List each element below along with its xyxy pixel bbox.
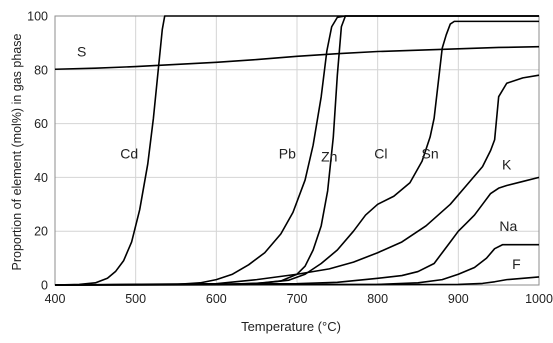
y-tick-label: 60 (34, 117, 48, 131)
series-label-na: Na (499, 218, 517, 234)
series-lines (54, 15, 540, 286)
series-label-zn: Zn (321, 148, 337, 164)
x-tick-label: 900 (448, 292, 469, 306)
x-tick-label: 1000 (525, 292, 553, 306)
series-line-cl (54, 20, 539, 286)
series-label-cd: Cd (120, 146, 138, 162)
x-tick-label: 500 (125, 292, 146, 306)
series-label-sn: Sn (422, 146, 439, 162)
series-label-pb: Pb (279, 146, 296, 162)
x-tick-label: 600 (206, 292, 227, 306)
series-line-s (54, 45, 540, 71)
x-tick-label: 800 (367, 292, 388, 306)
y-tick-label: 0 (41, 279, 48, 293)
y-tick-label: 100 (27, 10, 48, 24)
series-line-sn (54, 74, 540, 286)
series-line-na (54, 243, 539, 286)
series-label-s: S (77, 43, 86, 59)
y-tick-label: 80 (34, 63, 48, 77)
x-tick-label: 700 (287, 292, 308, 306)
series-line-pb (54, 15, 539, 286)
series-annotations: S Cd Pb Zn Cl Sn K Na F (77, 43, 521, 272)
x-axis-title: Temperature (°C) (241, 319, 341, 334)
series-line-cd (54, 15, 539, 286)
series-label-cl: Cl (374, 146, 387, 162)
series-line-k (54, 176, 540, 286)
series-label-k: K (502, 156, 512, 172)
y-axis-title: Proportion of element (mol%) in gas phas… (10, 33, 24, 270)
y-tick-label: 20 (34, 225, 48, 239)
series-label-f: F (512, 256, 521, 272)
series-line-f (54, 276, 540, 286)
tick-labels: 400 500 600 700 800 900 1000 0 20 40 60 80 100 (27, 10, 553, 307)
x-tick-label: 400 (45, 292, 66, 306)
y-tick-label: 40 (34, 171, 48, 185)
